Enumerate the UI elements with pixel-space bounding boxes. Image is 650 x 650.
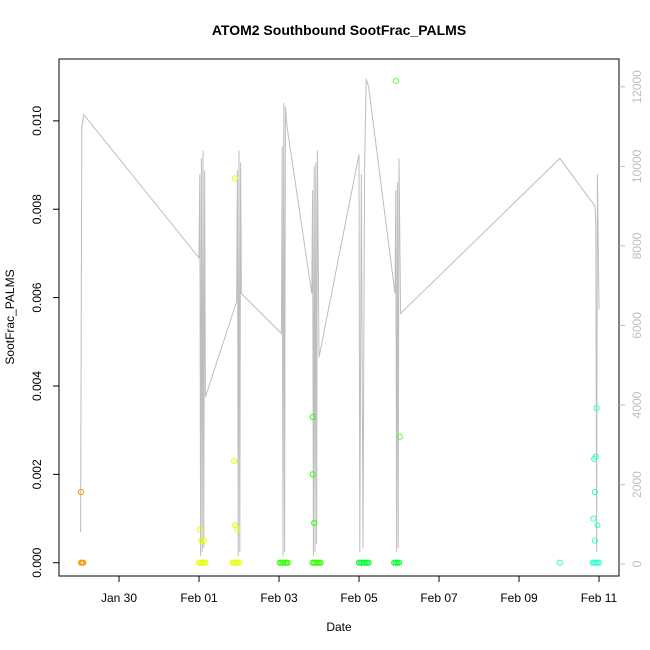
scatter-point (80, 559, 87, 566)
scatter-point (309, 413, 316, 420)
scatter-point (594, 522, 601, 529)
y-axis-label: SootFrac_PALMS (3, 269, 17, 364)
scatter-point (591, 488, 599, 496)
scatter-point (395, 559, 403, 566)
y2-tick-label: 0 (630, 560, 644, 567)
scatter-point (396, 433, 403, 440)
scatter-point (202, 559, 209, 566)
x-axis: Jan 30 Feb 01 Feb 03 Feb 05 Feb 07 Feb 09 Feb … (101, 576, 618, 605)
scatter-point (311, 519, 318, 527)
y-tick-label: 0.006 (30, 282, 44, 312)
y2-tick-label: 2000 (630, 471, 644, 498)
x-tick-label: Feb 11 (581, 591, 618, 605)
scatter-point (234, 526, 241, 533)
y-tick-label: 0.002 (30, 459, 44, 489)
scatter-point (591, 455, 598, 462)
scatter-point (590, 515, 597, 522)
x-tick-label: Feb 01 (180, 591, 218, 605)
scatter-point (196, 526, 203, 533)
chart-title: ATOM2 Southbound SootFrac_PALMS (212, 22, 466, 38)
scatter-point (392, 78, 399, 85)
y-tick-label: 0.008 (30, 194, 44, 224)
scatter-point (200, 537, 207, 544)
x-tick-label: Jan 30 (101, 591, 137, 605)
x-tick-label: Feb 07 (420, 591, 458, 605)
scatter-point (309, 471, 316, 478)
scatter-point (556, 559, 563, 566)
scatter-point (365, 559, 372, 566)
scatter-point (77, 488, 85, 496)
scatter-point (231, 175, 239, 182)
y2-tick-label: 6000 (630, 312, 644, 339)
scatter-point (198, 537, 205, 544)
y2-tick-label: 8000 (630, 232, 644, 259)
scatter-point (591, 537, 599, 544)
scatter-point (593, 405, 600, 412)
y-tick-label: 0.004 (30, 371, 44, 401)
y-axis-right: 0 2000 4000 6000 8000 10000 12000 (619, 70, 644, 567)
scatter-point (231, 458, 238, 465)
scatter-point (317, 559, 324, 566)
y2-tick-label: 10000 (630, 149, 644, 183)
y2-tick-label: 12000 (630, 70, 644, 104)
altitude-series-line (80, 78, 600, 557)
scatter-points-layer (77, 78, 603, 566)
scatter-point (235, 559, 243, 566)
y2-tick-label: 4000 (630, 391, 644, 418)
scatter-point (595, 559, 603, 566)
x-axis-label: Date (326, 620, 352, 634)
x-tick-label: Feb 03 (260, 591, 298, 605)
y-tick-label: 0.000 (30, 547, 44, 577)
scatter-point (284, 559, 291, 566)
x-tick-label: Feb 05 (340, 591, 378, 605)
y-axis-left: 0.000 0.002 0.004 0.006 0.008 0.010 (30, 106, 59, 578)
plot-frame (58, 58, 620, 577)
altitude-line-layer (80, 78, 600, 557)
y-tick-label: 0.010 (30, 106, 44, 136)
x-tick-label: Feb 09 (500, 591, 538, 605)
